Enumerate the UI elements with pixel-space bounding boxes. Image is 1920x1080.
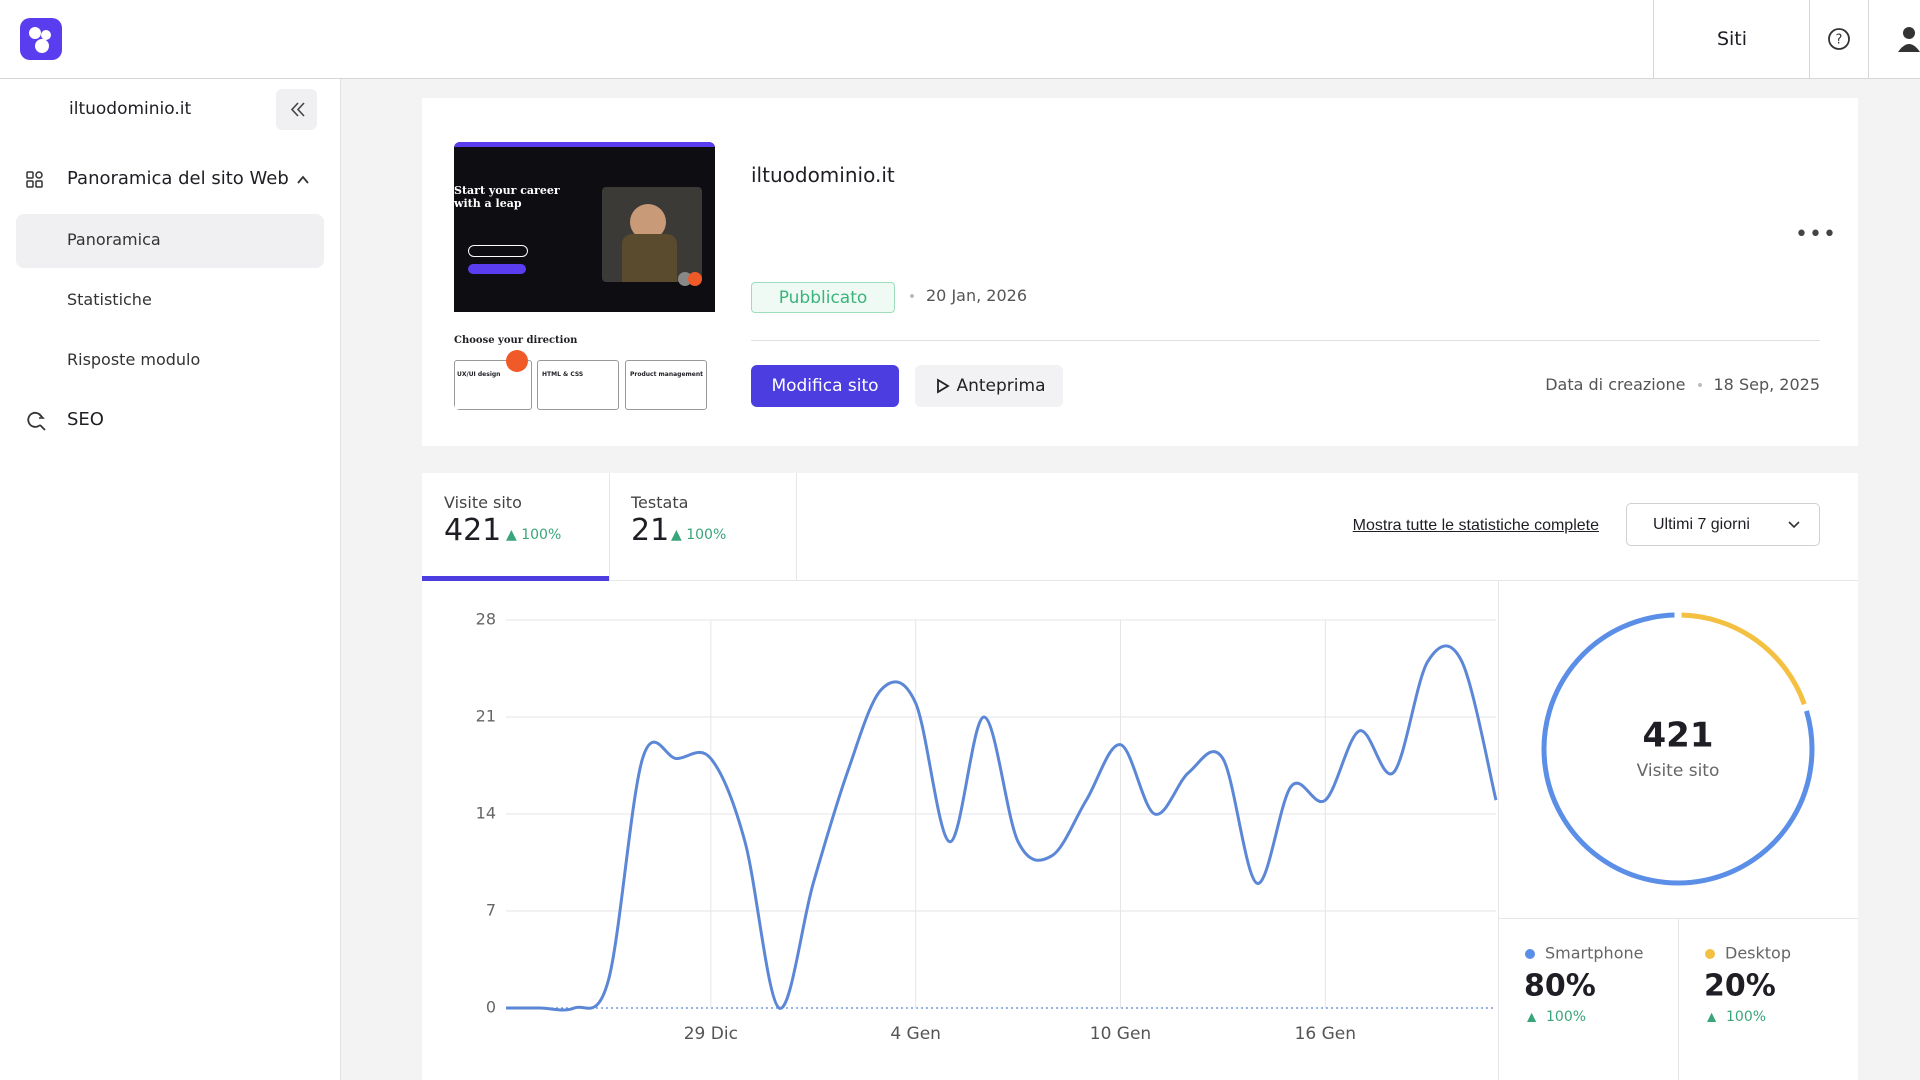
site-thumbnail[interactable]: Start your career with a leap Choose you… xyxy=(454,142,715,410)
y-tick-label: 0 xyxy=(486,998,496,1017)
nav-item[interactable]: Panoramica xyxy=(67,230,161,249)
divider xyxy=(422,580,1858,581)
svg-text:?: ? xyxy=(1836,33,1843,48)
more-menu[interactable]: ••• xyxy=(1795,222,1837,247)
tab-label[interactable]: Visite sito xyxy=(444,493,522,512)
thumbnail-headline: Start your career with a leap xyxy=(454,184,560,210)
tab-value: 21 xyxy=(631,513,670,548)
preview-label[interactable]: Anteprima xyxy=(956,376,1046,396)
y-tick-label: 14 xyxy=(476,804,496,823)
published-date: 20 Jan, 2026 xyxy=(926,286,1027,305)
seo-icon xyxy=(27,411,46,431)
top-bar: Siti ? xyxy=(0,0,1920,79)
active-item-bg xyxy=(16,214,324,268)
collapse-button[interactable] xyxy=(276,89,317,130)
thumbnail-card: UX/UI design xyxy=(454,360,532,410)
site-card: Start your career with a leap Choose you… xyxy=(422,98,1858,446)
nav-seo[interactable]: SEO xyxy=(67,409,104,430)
device-change: 100% xyxy=(1726,1009,1766,1025)
preview-button[interactable]: Anteprima xyxy=(915,365,1063,407)
tab-label[interactable]: Testata xyxy=(631,493,689,512)
thumbnail-section: Choose your direction xyxy=(454,335,578,346)
site-title: iltuodominio.it xyxy=(751,163,895,187)
tab-value: 421 xyxy=(444,513,502,548)
thumbnail-card: HTML & CSS xyxy=(537,360,619,410)
divider xyxy=(751,340,1820,341)
full-stats-link[interactable]: Mostra tutte le statistiche complete xyxy=(1352,517,1599,534)
tab-change-value: 100% xyxy=(686,527,727,543)
donut-center-label: Visite sito xyxy=(1637,761,1720,781)
line-series xyxy=(506,644,1498,1012)
device-change: 100% xyxy=(1546,1009,1586,1025)
chevron-up[interactable] xyxy=(296,173,310,187)
donut-slice xyxy=(1681,612,1807,706)
separator-dot xyxy=(910,294,914,298)
nav-item[interactable]: Risposte modulo xyxy=(67,350,201,369)
edit-button[interactable]: Modifica sito xyxy=(751,365,899,407)
device-share: 80% xyxy=(1524,969,1596,1004)
nav-sites[interactable]: Siti xyxy=(1653,0,1810,78)
tab-change-value: 100% xyxy=(521,527,562,543)
thumbnail-card: Product management xyxy=(625,360,707,410)
legend-dot xyxy=(1705,949,1715,959)
x-tick-label: 16 Gen xyxy=(1295,1024,1356,1044)
y-tick-label: 28 xyxy=(476,610,496,629)
tab-change: ▲ 100% xyxy=(671,527,727,543)
y-tick-label: 7 xyxy=(486,901,496,920)
x-tick-label: 10 Gen xyxy=(1090,1024,1151,1044)
status-badge: Pubblicato xyxy=(751,282,895,313)
created-info: Data di creazione 18 Sep, 2025 xyxy=(1545,375,1820,394)
device-share: 20% xyxy=(1704,969,1776,1004)
logo[interactable] xyxy=(20,18,62,60)
stats-card: Visite sito 421 ▲ 100% Testata 21 ▲ 100%… xyxy=(422,473,1858,1080)
range-dropdown[interactable]: Ultimi 7 giorni xyxy=(1626,503,1820,546)
help-button[interactable]: ? xyxy=(1809,0,1869,78)
tab-change: ▲ 100% xyxy=(506,527,562,543)
range-label: Ultimi 7 giorni xyxy=(1653,516,1750,533)
x-tick-label: 4 Gen xyxy=(890,1024,941,1044)
donut-center-value: 421 xyxy=(1643,716,1714,756)
change-arrow: ▲ xyxy=(1527,1010,1537,1024)
created-date: 18 Sep, 2025 xyxy=(1713,375,1821,394)
divider xyxy=(1678,918,1679,1080)
x-tick-label: 29 Dic xyxy=(684,1024,738,1044)
active-tab-indicator xyxy=(422,576,609,581)
donut-slice xyxy=(1541,612,1815,886)
legend-dot xyxy=(1525,949,1535,959)
play-icon xyxy=(937,378,951,394)
legend-label: Desktop xyxy=(1725,944,1791,963)
separator-dot xyxy=(1697,382,1702,387)
divider xyxy=(1498,580,1499,1080)
legend-label: Smartphone xyxy=(1545,944,1643,963)
user-icon[interactable] xyxy=(1895,24,1920,54)
change-arrow: ▲ xyxy=(1707,1010,1717,1024)
grid-icon xyxy=(26,171,43,188)
created-label: Data di creazione xyxy=(1545,375,1686,394)
y-tick-label: 21 xyxy=(476,707,496,726)
nav-item[interactable]: Statistiche xyxy=(67,290,152,309)
site-name: iltuodominio.it xyxy=(69,99,192,119)
sidebar: iltuodominio.it Panoramica del sito Web … xyxy=(0,79,341,1080)
section-title[interactable]: Panoramica del sito Web xyxy=(67,168,289,189)
